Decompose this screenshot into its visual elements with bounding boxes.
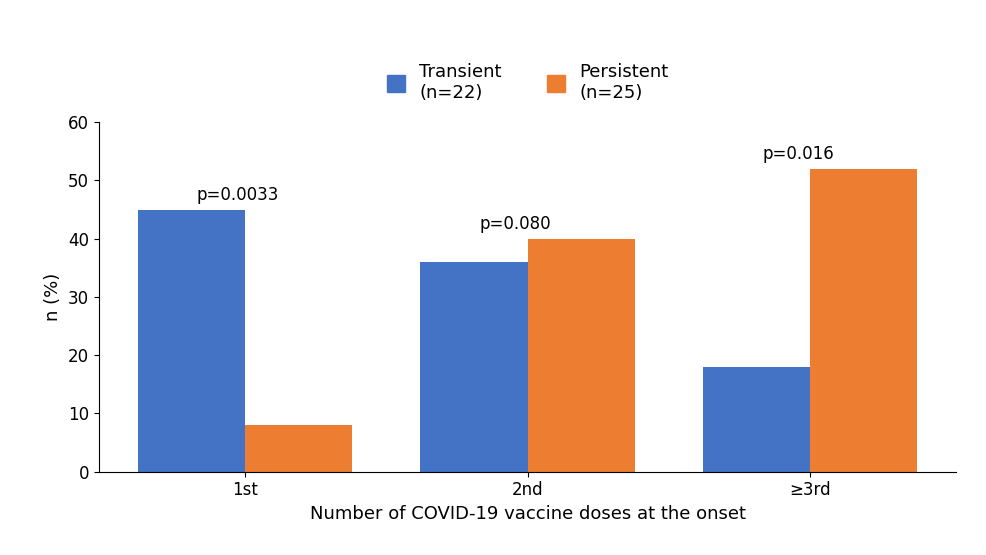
Bar	[703, 367, 810, 472]
Bar	[420, 262, 528, 472]
Bar	[810, 169, 917, 472]
Y-axis label: n (%): n (%)	[44, 273, 62, 321]
Bar	[138, 209, 245, 472]
Bar	[528, 239, 635, 472]
Text: p=0.0033: p=0.0033	[197, 186, 279, 204]
Legend: Transient
(n=22), Persistent
(n=25): Transient (n=22), Persistent (n=25)	[378, 54, 677, 111]
X-axis label: Number of COVID-19 vaccine doses at the onset: Number of COVID-19 vaccine doses at the …	[310, 505, 745, 523]
Text: p=0.016: p=0.016	[762, 145, 834, 163]
Text: p=0.080: p=0.080	[479, 215, 551, 233]
Bar	[245, 425, 352, 472]
